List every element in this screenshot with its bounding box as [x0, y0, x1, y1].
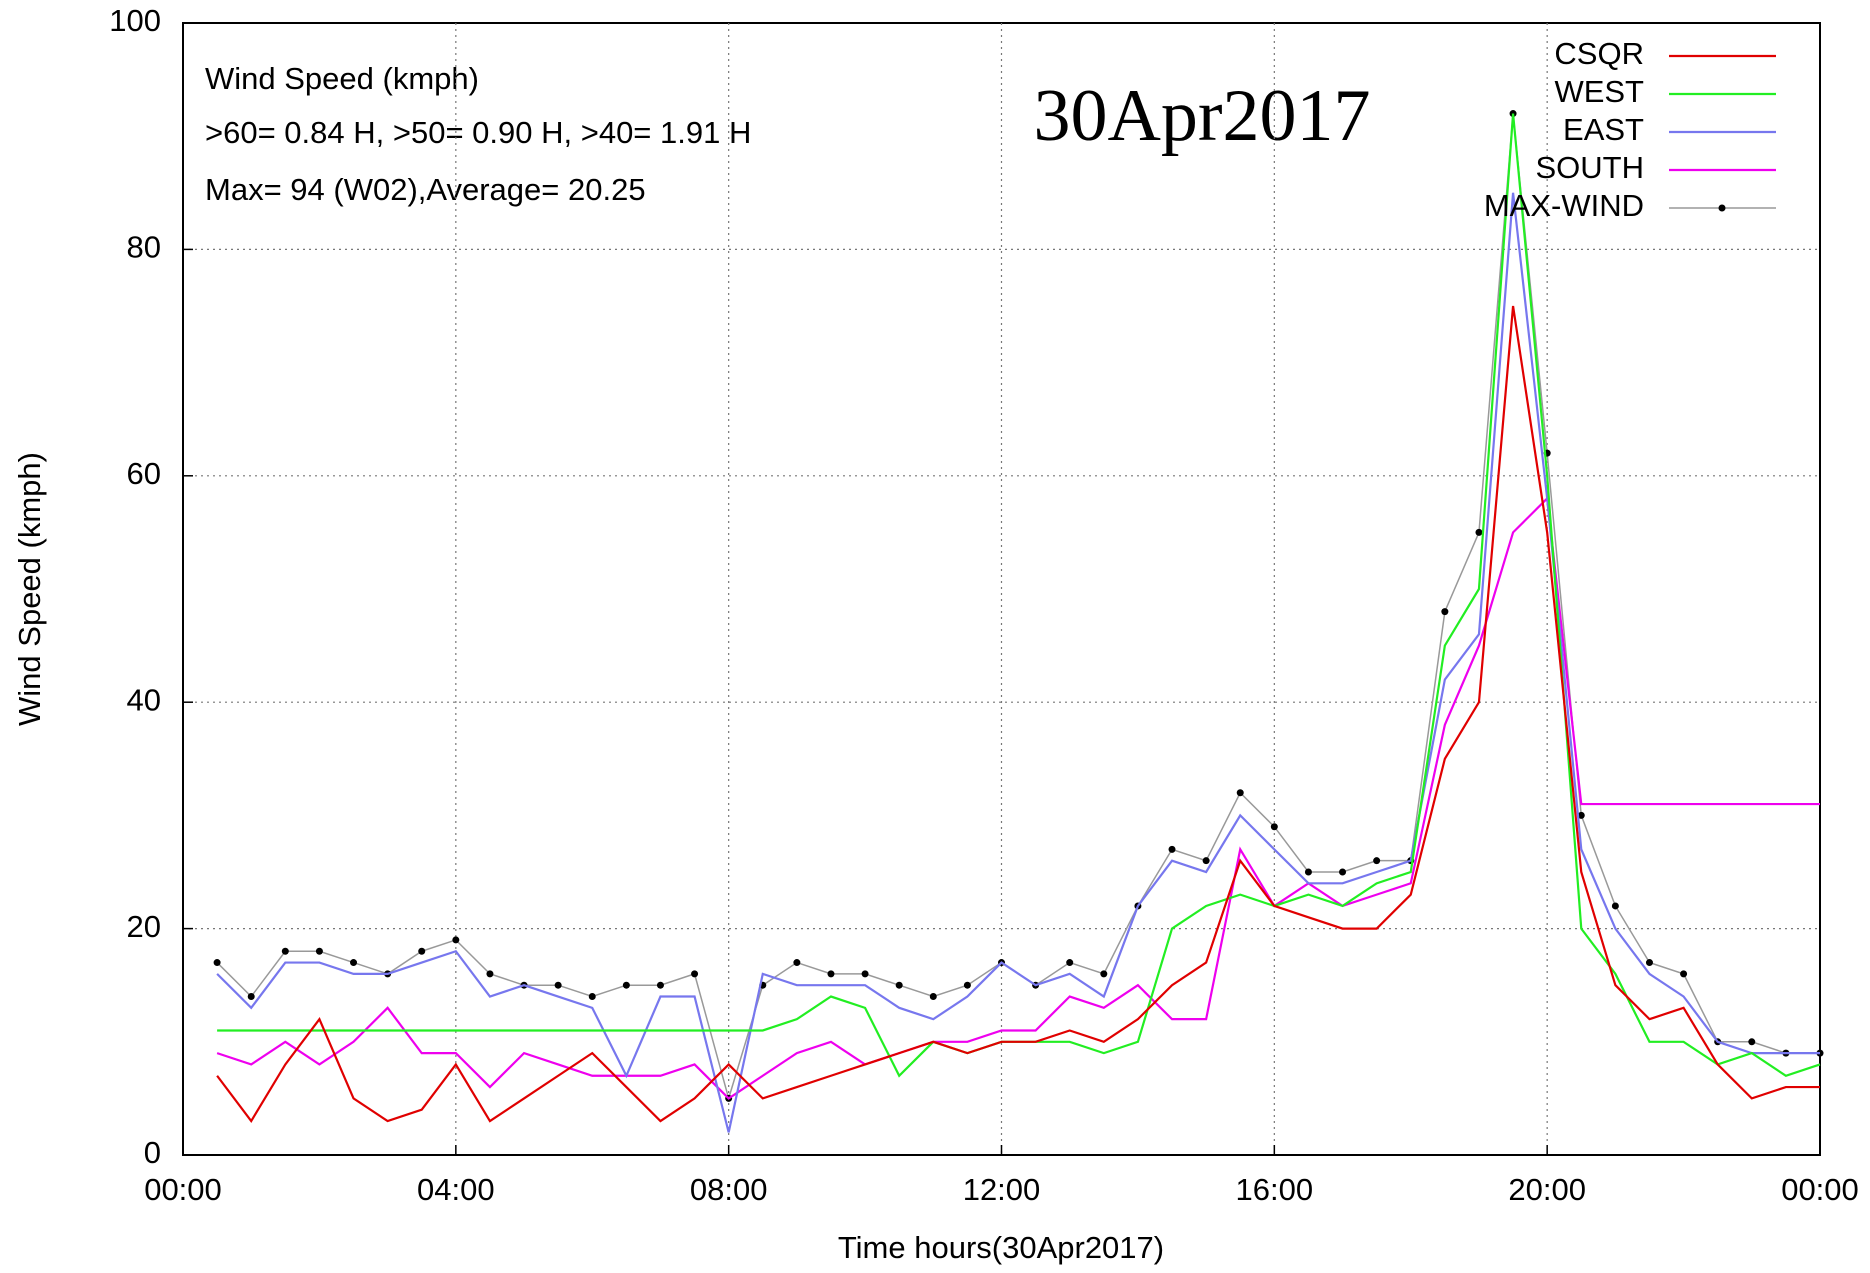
point	[315, 947, 323, 955]
series-line	[216, 305, 1820, 1124]
point	[1304, 868, 1312, 876]
point	[861, 970, 869, 978]
point	[1373, 857, 1381, 865]
legend-label: MAX-WIND	[1484, 188, 1644, 223]
point	[418, 947, 426, 955]
annotation: >60= 0.84 H, >50= 0.90 H, >40= 1.91 H	[205, 115, 751, 150]
point	[1168, 845, 1176, 853]
point	[1270, 823, 1278, 831]
x-axis-label: Time hours(30Apr2017)	[838, 1230, 1164, 1265]
legend-label: WEST	[1554, 74, 1644, 109]
point	[1611, 902, 1619, 910]
point	[350, 959, 358, 967]
date-label: 30Apr2017	[1033, 75, 1370, 157]
y-tick-label: 80	[127, 230, 161, 265]
series-line	[216, 496, 1820, 1100]
point	[1645, 959, 1653, 967]
point	[1577, 811, 1585, 819]
x-tick-label: 16:00	[1236, 1172, 1314, 1207]
point	[247, 993, 255, 1001]
point	[1475, 528, 1483, 536]
point	[1202, 857, 1210, 865]
point	[793, 959, 801, 967]
x-tick-label: 00:00	[1781, 1172, 1859, 1207]
point	[1680, 970, 1688, 978]
legend-label: CSQR	[1554, 36, 1644, 71]
point	[213, 959, 221, 967]
annotation: Max= 94 (W02),Average= 20.25	[205, 172, 646, 207]
y-axis-label: Wind Speed (kmph)	[12, 452, 47, 726]
point	[588, 993, 596, 1001]
legend-marker	[1718, 204, 1726, 212]
x-tick-label: 12:00	[963, 1172, 1041, 1207]
point	[1066, 959, 1074, 967]
point	[827, 970, 835, 978]
y-tick-label: 40	[127, 682, 161, 717]
point	[554, 981, 562, 989]
point	[1339, 868, 1347, 876]
legend-label: EAST	[1563, 112, 1644, 147]
series-line	[217, 113, 1821, 1078]
x-tick-label: 20:00	[1508, 1172, 1586, 1207]
series-line	[216, 113, 1820, 1102]
point	[622, 981, 630, 989]
point	[452, 936, 460, 944]
point	[1100, 970, 1108, 978]
point	[1748, 1038, 1756, 1046]
point	[1441, 608, 1449, 616]
point	[895, 981, 903, 989]
y-tick-label: 60	[127, 456, 161, 491]
point	[929, 993, 937, 1001]
point	[691, 970, 699, 978]
point	[963, 981, 971, 989]
point	[281, 947, 289, 955]
legend-label: SOUTH	[1536, 150, 1645, 185]
x-tick-label: 04:00	[417, 1172, 495, 1207]
annotation: Wind Speed (kmph)	[205, 61, 479, 96]
point	[656, 981, 664, 989]
point	[1236, 789, 1244, 797]
point	[486, 970, 494, 978]
y-tick-label: 100	[109, 3, 161, 38]
y-tick-label: 0	[144, 1135, 161, 1170]
y-tick-label: 20	[127, 909, 161, 944]
x-tick-label: 00:00	[144, 1172, 222, 1207]
x-tick-label: 08:00	[690, 1172, 768, 1207]
series-line	[216, 192, 1820, 1133]
